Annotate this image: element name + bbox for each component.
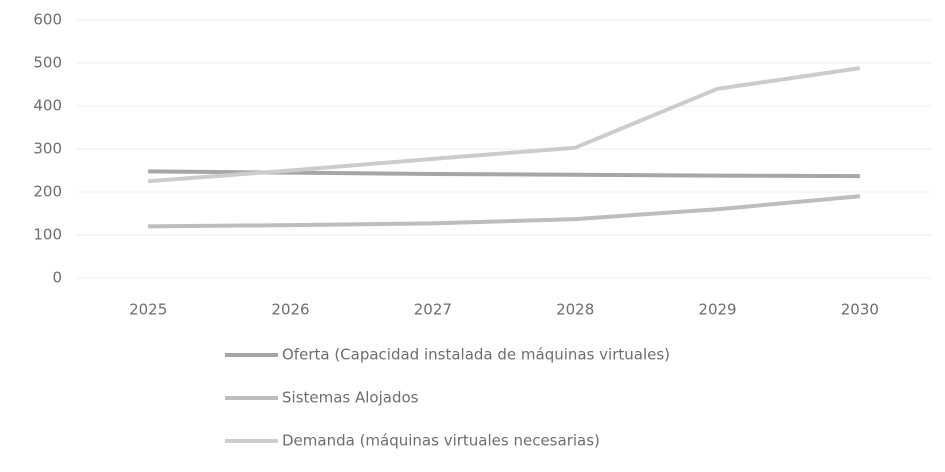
- x-tick-label: 2027: [414, 301, 452, 319]
- legend-label: Oferta (Capacidad instalada de máquinas …: [282, 346, 670, 364]
- y-tick-label: 600: [33, 11, 62, 29]
- data-line: [148, 194, 861, 229]
- legend-label: Demanda (máquinas virtuales necesarias): [282, 432, 600, 450]
- x-tick-label: 2028: [556, 301, 594, 319]
- y-tick-label: 500: [33, 54, 62, 72]
- legend-label: Sistemas Alojados: [282, 389, 419, 407]
- data-line: [148, 66, 861, 184]
- y-tick-label: 300: [33, 140, 62, 158]
- y-tick-label: 100: [33, 226, 62, 244]
- x-tick-label: 2026: [271, 301, 309, 319]
- x-tick-label: 2030: [841, 301, 879, 319]
- y-tick-label: 0: [52, 269, 62, 287]
- x-tick-label: 2029: [698, 301, 736, 319]
- x-tick-label: 2025: [129, 301, 167, 319]
- y-tick-label: 400: [33, 97, 62, 115]
- y-tick-label: 200: [33, 183, 62, 201]
